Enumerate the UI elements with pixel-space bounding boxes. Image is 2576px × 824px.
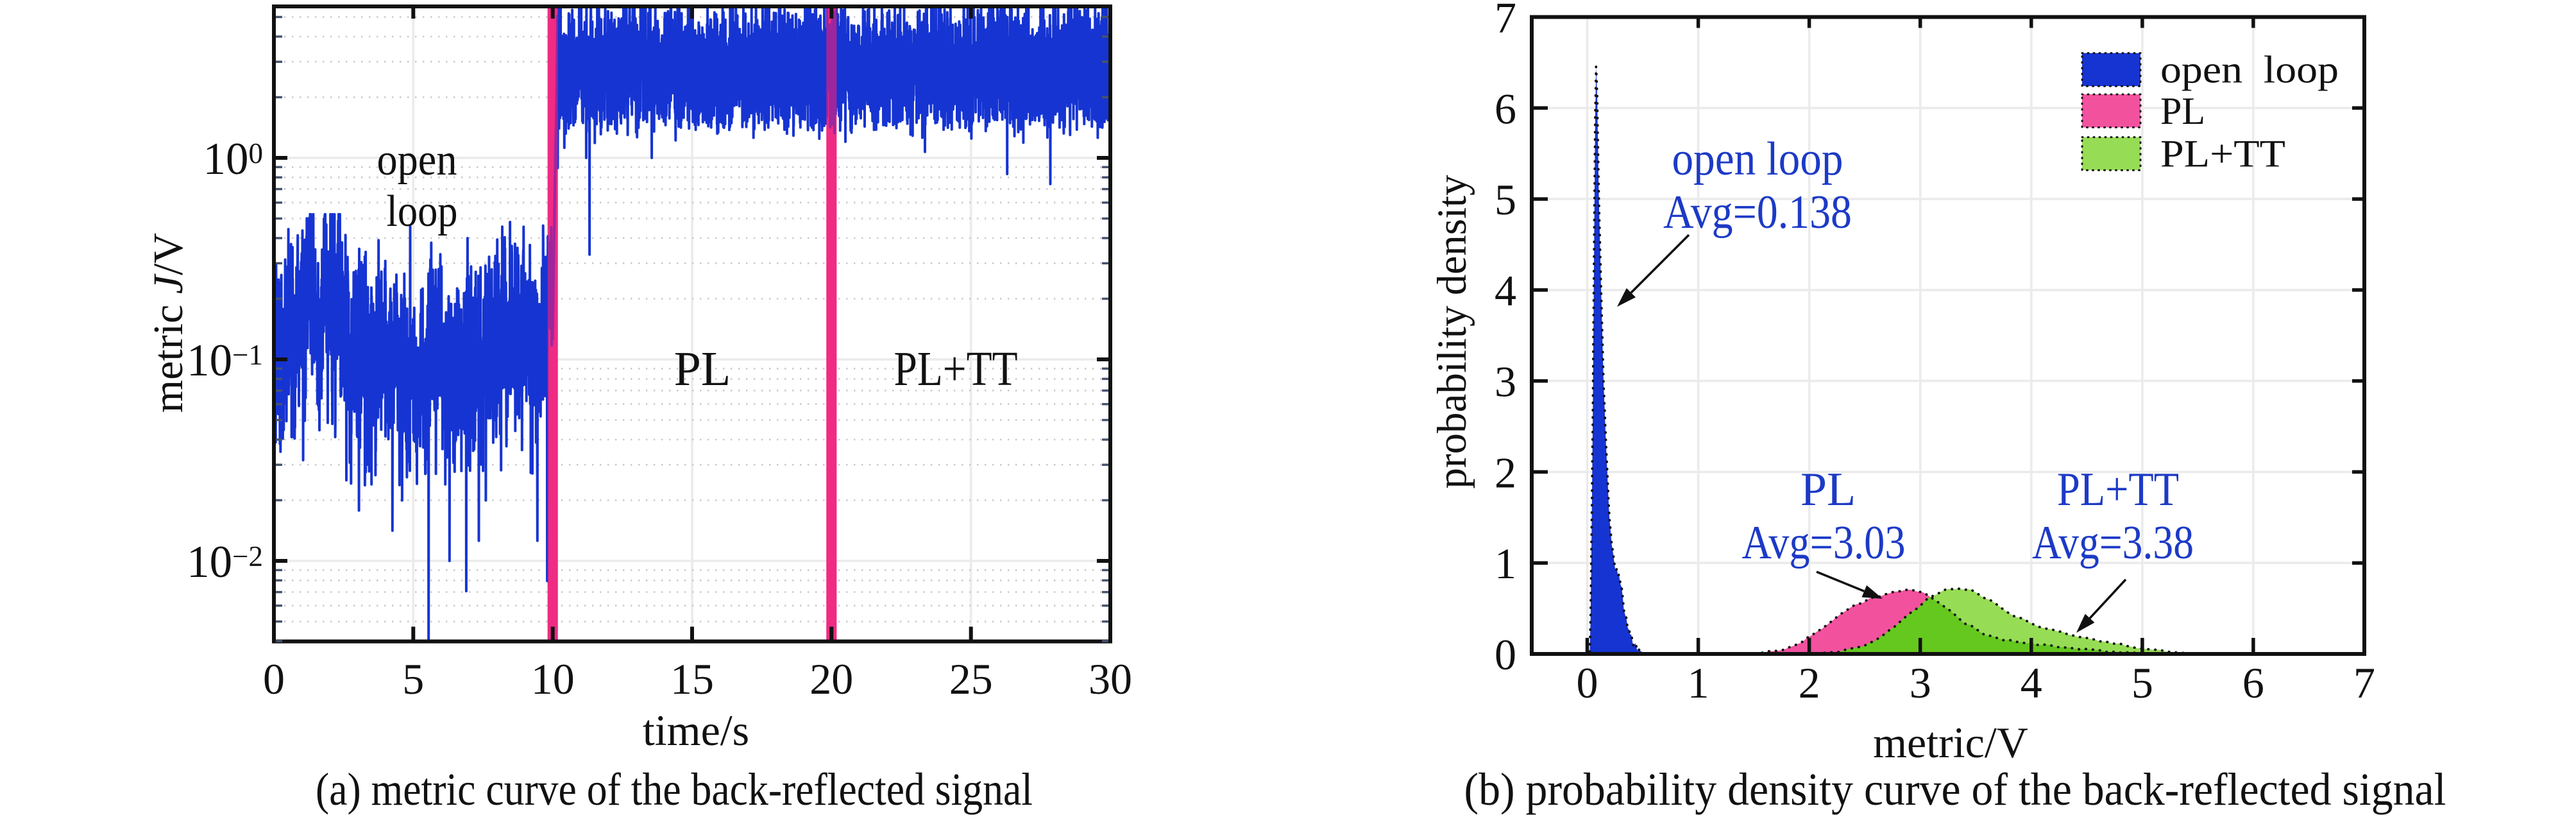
svg-text:Avg=3.03: Avg=3.03 bbox=[1742, 517, 1906, 569]
svg-text:PL+TT: PL+TT bbox=[894, 342, 1018, 396]
svg-text:10: 10 bbox=[531, 655, 575, 703]
svg-text:15: 15 bbox=[670, 655, 714, 703]
svg-text:(a) metric curve of the back-r: (a) metric curve of the back-reflected s… bbox=[316, 764, 1033, 815]
svg-text:7: 7 bbox=[1495, 0, 1516, 42]
svg-text:3: 3 bbox=[1495, 357, 1516, 406]
svg-text:6: 6 bbox=[1495, 84, 1516, 133]
svg-text:30: 30 bbox=[1089, 655, 1132, 703]
svg-text:20: 20 bbox=[809, 655, 853, 703]
svg-text:7: 7 bbox=[2353, 658, 2375, 707]
svg-text:0: 0 bbox=[263, 655, 285, 703]
svg-text:PL+TT: PL+TT bbox=[2057, 463, 2179, 516]
svg-text:5: 5 bbox=[1495, 175, 1516, 224]
svg-text:0: 0 bbox=[1577, 658, 1598, 707]
svg-text:PL: PL bbox=[674, 342, 731, 396]
svg-text:2: 2 bbox=[1799, 658, 1820, 707]
svg-text:1: 1 bbox=[1688, 658, 1709, 707]
svg-text:10−1: 10−1 bbox=[187, 336, 263, 386]
svg-text:metric J/V: metric J/V bbox=[145, 233, 192, 413]
svg-text:open loop: open loop bbox=[2160, 48, 2339, 90]
svg-text:PL+TT: PL+TT bbox=[2160, 132, 2285, 175]
svg-text:4: 4 bbox=[2021, 658, 2042, 707]
svg-text:time/s: time/s bbox=[643, 706, 749, 755]
svg-text:3: 3 bbox=[1910, 658, 1931, 707]
svg-text:1: 1 bbox=[1495, 539, 1516, 588]
svg-text:(b) probability density curve: (b) probability density curve of the bac… bbox=[1464, 764, 2446, 815]
svg-text:metric/V: metric/V bbox=[1873, 718, 2028, 767]
svg-text:2: 2 bbox=[1495, 448, 1516, 497]
svg-text:25: 25 bbox=[949, 655, 993, 703]
svg-text:Avg=3.38: Avg=3.38 bbox=[2032, 517, 2194, 569]
svg-text:PL: PL bbox=[1801, 463, 1856, 516]
svg-text:PL: PL bbox=[2160, 90, 2205, 132]
svg-text:Avg=0.138: Avg=0.138 bbox=[1663, 186, 1852, 239]
svg-text:0: 0 bbox=[1495, 630, 1516, 679]
svg-text:5: 5 bbox=[402, 655, 424, 703]
svg-text:4: 4 bbox=[1495, 266, 1516, 315]
svg-text:probability density: probability density bbox=[1429, 175, 1475, 489]
svg-text:6: 6 bbox=[2242, 658, 2264, 707]
svg-text:loop: loop bbox=[387, 187, 458, 236]
svg-text:open: open bbox=[377, 135, 457, 185]
svg-text:open loop: open loop bbox=[1672, 133, 1843, 185]
svg-text:5: 5 bbox=[2131, 658, 2153, 707]
